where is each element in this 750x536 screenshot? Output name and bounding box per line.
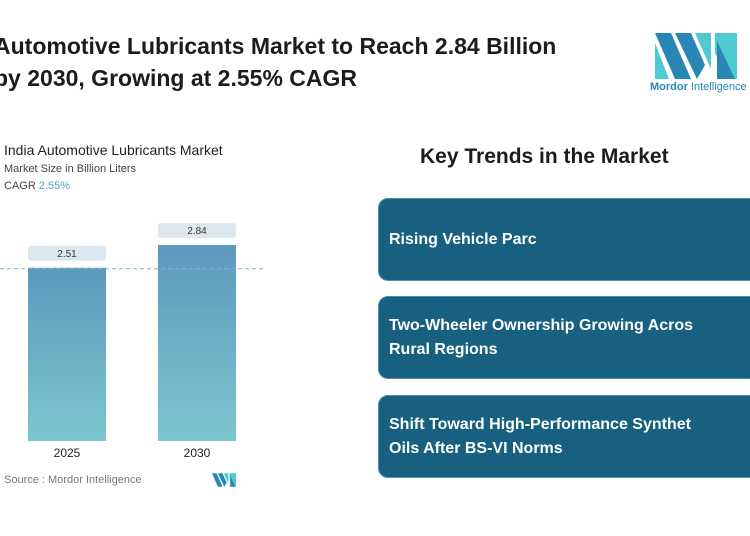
mordor-logo-icon [655, 33, 737, 79]
chart-subtitle: Market Size in Billion Liters [4, 163, 137, 175]
headline-line-2: by 2030, Growing at 2.55% CAGR [0, 65, 358, 91]
trend-item-2: Two-Wheeler Ownership Growing Acros Rura… [378, 296, 750, 379]
trend-item-1: Rising Vehicle Parc [378, 198, 750, 281]
chart-cagr: CAGR 2.55% [4, 180, 71, 192]
headline-line-1: Automotive Lubricants Market to Reach 2.… [0, 33, 557, 59]
logo-wordmark: Mordor Intelligence [650, 81, 747, 93]
headline: Automotive Lubricants Market to Reach 2.… [0, 30, 556, 94]
bar-2030 [158, 245, 236, 441]
trends-heading: Key Trends in the Market [420, 145, 669, 168]
bar-2025 [28, 267, 106, 441]
bar-chart: 2.51 2025 2.84 2030 [0, 223, 265, 460]
data-label-bg [28, 245, 106, 261]
chart-title: India Automotive Lubricants Market [4, 142, 223, 158]
x-tick-2030: 2030 [184, 446, 211, 460]
data-label-2030: 2.84 [187, 226, 207, 237]
x-tick-2025: 2025 [54, 446, 81, 460]
mordor-mini-logo-icon [212, 473, 236, 487]
data-label-bg [158, 223, 236, 238]
trend-item-3: Shift Toward High-Performance Synthet Oi… [378, 395, 750, 478]
data-label-2025: 2.51 [57, 249, 77, 260]
source-note: Source : Mordor Intelligence [4, 474, 142, 486]
